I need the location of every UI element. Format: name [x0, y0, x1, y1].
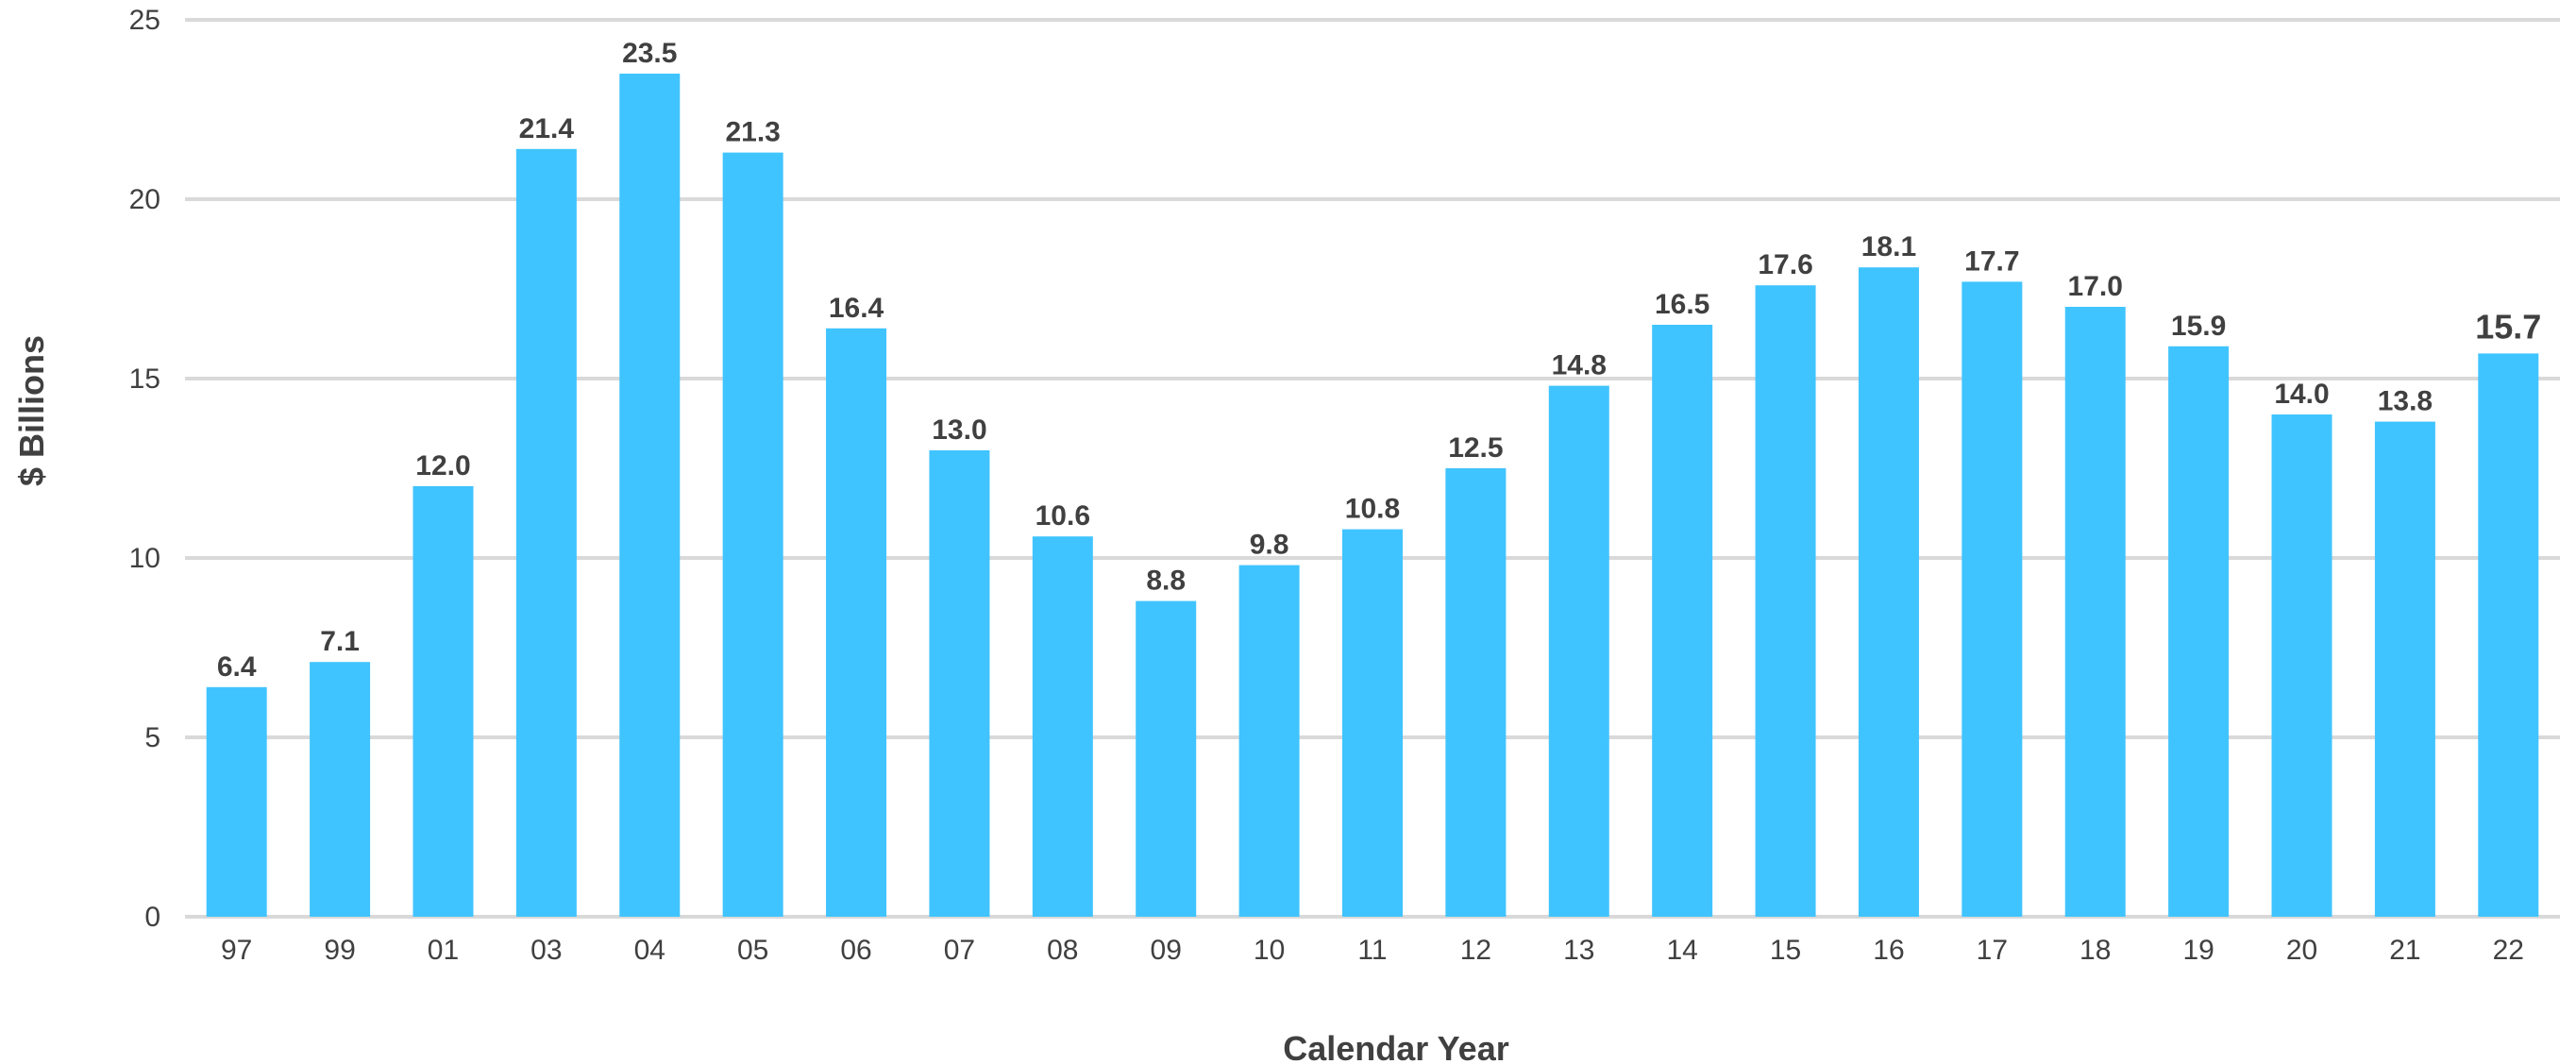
- bar-07: [929, 450, 990, 917]
- bar-11: [1342, 529, 1403, 917]
- x-tick-label: 06: [840, 935, 871, 966]
- data-label-21: 13.8: [2378, 386, 2433, 417]
- bar-99: [310, 662, 371, 917]
- x-tick-label: 99: [324, 935, 355, 966]
- bars: [206, 74, 2539, 918]
- x-axis-ticks: 97 99 01 03 04 05 06 07 08 09 10 11 12 13 14 15 16 17 18 19…: [221, 935, 2524, 966]
- bar-09: [1136, 600, 1197, 917]
- x-tick-label: 12: [1460, 935, 1491, 966]
- y-tick-label: 25: [129, 5, 160, 36]
- bar-13: [1548, 385, 1609, 918]
- data-labels: 6.4 7.1 12.0 21.4 23.5 21.3 16.4 13.0 10.6 8.8 9.8…: [217, 38, 2542, 683]
- bar-20: [2271, 414, 2332, 917]
- x-axis-title: Calendar Year: [1283, 1029, 1508, 1064]
- x-tick-label: 01: [428, 935, 459, 966]
- y-axis-ticks: 0 5 10 15 20 25: [129, 5, 160, 933]
- x-tick-label: 22: [2493, 935, 2524, 966]
- bar-14: [1652, 325, 1713, 917]
- y-tick-label: 10: [129, 543, 160, 574]
- data-label-04: 23.5: [622, 38, 677, 69]
- y-tick-label: 20: [129, 184, 160, 215]
- data-label-03: 21.4: [519, 113, 575, 144]
- bar-18: [2064, 307, 2126, 917]
- y-tick-label: 0: [144, 902, 160, 933]
- x-tick-label: 08: [1047, 935, 1078, 966]
- x-tick-label: 14: [1666, 935, 1697, 966]
- x-tick-label: 05: [737, 935, 768, 966]
- data-label-10: 9.8: [1250, 530, 1289, 561]
- data-label-08: 10.6: [1035, 500, 1090, 532]
- bar-15: [1755, 285, 1816, 917]
- x-tick-label: 20: [2286, 935, 2317, 966]
- bar-22: [2478, 353, 2539, 917]
- bar-08: [1032, 536, 1093, 917]
- bar-01: [412, 486, 474, 917]
- bar-03: [515, 148, 577, 918]
- x-tick-label: 15: [1770, 935, 1801, 966]
- bar-04: [619, 74, 681, 917]
- x-tick-label: 16: [1873, 935, 1904, 966]
- data-label-20: 14.0: [2274, 379, 2329, 410]
- data-label-05: 21.3: [725, 117, 780, 148]
- x-tick-label: 11: [1357, 935, 1387, 966]
- bar-16: [1858, 267, 1919, 917]
- x-tick-label: 17: [1977, 935, 2008, 966]
- bar-17: [1961, 281, 2023, 917]
- data-label-97: 6.4: [217, 651, 257, 683]
- x-tick-label: 09: [1151, 935, 1182, 966]
- bar-10: [1238, 565, 1300, 917]
- y-axis-title: $ Billions: [12, 335, 51, 486]
- x-tick-label: 04: [634, 935, 665, 966]
- data-label-11: 10.8: [1345, 494, 1400, 525]
- data-label-17: 17.7: [1964, 245, 2019, 277]
- data-label-22: 15.7: [2475, 307, 2541, 346]
- data-label-99: 7.1: [320, 626, 360, 657]
- x-tick-label: 18: [2079, 935, 2111, 966]
- x-tick-label: 13: [1563, 935, 1594, 966]
- bar-12: [1445, 468, 1507, 917]
- x-tick-label: 21: [2389, 935, 2420, 966]
- bar-06: [826, 328, 887, 917]
- y-tick-label: 15: [129, 363, 160, 395]
- data-label-09: 8.8: [1146, 566, 1186, 597]
- x-tick-label: 03: [530, 935, 562, 966]
- x-tick-label: 10: [1254, 935, 1285, 966]
- bar-97: [206, 686, 267, 917]
- x-tick-label: 97: [221, 935, 252, 966]
- data-label-18: 17.0: [2068, 271, 2123, 302]
- data-label-15: 17.6: [1758, 249, 1812, 280]
- data-label-07: 13.0: [932, 414, 986, 446]
- bar-05: [722, 152, 783, 918]
- bar-19: [2168, 346, 2230, 917]
- x-tick-label: 07: [944, 935, 975, 966]
- data-label-12: 12.5: [1448, 432, 1503, 464]
- x-tick-label: 19: [2182, 935, 2214, 966]
- data-label-19: 15.9: [2171, 311, 2226, 342]
- data-label-13: 14.8: [1552, 350, 1607, 381]
- y-tick-label: 5: [144, 722, 160, 753]
- data-label-16: 18.1: [1861, 231, 1916, 262]
- data-label-06: 16.4: [829, 293, 884, 324]
- data-label-01: 12.0: [415, 450, 470, 481]
- data-label-14: 16.5: [1655, 289, 1709, 320]
- bar-21: [2374, 421, 2435, 918]
